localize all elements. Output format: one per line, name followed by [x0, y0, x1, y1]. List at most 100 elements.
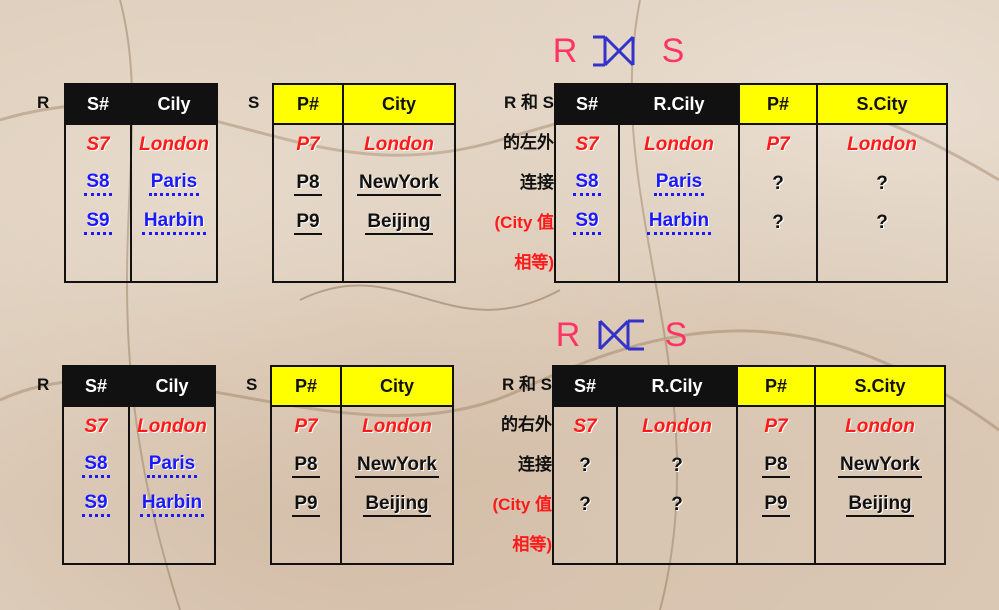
cell: London	[364, 133, 434, 155]
col-header: P#	[736, 365, 816, 407]
title-r: R	[552, 31, 578, 70]
cell: Paris	[620, 164, 738, 203]
cell: Beijing	[816, 485, 944, 524]
cell: London	[847, 133, 917, 155]
join-description: R 和 S 的右外 连接 (City 值 相等)	[458, 365, 553, 565]
col-header: S.City	[816, 83, 948, 125]
cell: P7	[296, 133, 320, 155]
cell: P8	[272, 446, 340, 485]
col-header: City	[340, 365, 454, 407]
cell: S7	[573, 415, 597, 437]
cell: P9	[274, 203, 342, 242]
cell: Harbin	[620, 203, 738, 242]
city-column: London Paris Harbin	[128, 405, 216, 565]
cell: London	[137, 415, 207, 437]
cell: ?	[876, 172, 888, 194]
city-column: London NewYork Beijing	[342, 123, 456, 283]
title-s: S	[664, 315, 688, 354]
col-header: City	[342, 83, 456, 125]
right-join-title: R S	[548, 312, 696, 358]
result-table: S# R.Cily P# S.City S7 S8 S9 London Pari…	[554, 83, 948, 283]
cell: Harbin	[130, 485, 214, 524]
col-header: S#	[552, 365, 618, 407]
cell: ?	[772, 211, 784, 233]
city-column: London Paris Harbin	[130, 123, 218, 283]
cell: Paris	[130, 446, 214, 485]
join-description: R 和 S 的左外 连接 (City 值 相等)	[460, 83, 555, 283]
cell: S8	[66, 164, 130, 203]
cell: ?	[671, 454, 683, 476]
cell: P8	[738, 446, 814, 485]
left-outer-join-icon	[593, 35, 635, 67]
cell: London	[642, 415, 712, 437]
cell: Beijing	[344, 203, 454, 242]
s-column: S7 S8 S9	[62, 405, 130, 565]
cell: S9	[556, 203, 618, 242]
col-header: S#	[62, 365, 130, 407]
cell: P9	[272, 485, 340, 524]
cell: S8	[556, 164, 618, 203]
result-col: London ? ?	[816, 123, 948, 283]
desc-line: 的右外	[501, 415, 552, 434]
cell: S9	[64, 485, 128, 524]
col-header: R.Cily	[618, 83, 740, 125]
desc-line: (City 值	[494, 213, 555, 232]
col-header: R.Cily	[616, 365, 738, 407]
cell: S7	[575, 133, 599, 155]
cell: P7	[764, 415, 788, 437]
cell: ?	[671, 493, 683, 515]
result-col: London ? ?	[616, 405, 738, 565]
col-header: S#	[64, 83, 132, 125]
p-column: P7 P8 P9	[272, 123, 344, 283]
left-join-title: R S	[545, 28, 693, 74]
cell: P7	[294, 415, 318, 437]
cell: London	[139, 133, 209, 155]
cell: P7	[766, 133, 790, 155]
desc-line: 相等)	[512, 535, 552, 554]
relation-s-table: P# City P7 P8 P9 London NewYork Beijing	[270, 365, 454, 565]
col-header: Cily	[128, 365, 216, 407]
desc-line: 相等)	[514, 253, 554, 272]
cell: London	[362, 415, 432, 437]
cell: Beijing	[342, 485, 452, 524]
cell: ?	[579, 454, 591, 476]
desc-line: 连接	[520, 173, 554, 192]
cell: S8	[64, 446, 128, 485]
cell: P8	[274, 164, 342, 203]
cell: S7	[86, 133, 110, 155]
col-header: S#	[554, 83, 620, 125]
result-col: P7 P8 P9	[736, 405, 816, 565]
cell: P9	[738, 485, 814, 524]
relation-r-table: S# Cily S7 S8 S9 London Paris Harbin	[62, 365, 216, 565]
result-col: London Paris Harbin	[618, 123, 740, 283]
cell: S7	[84, 415, 108, 437]
col-header: P#	[270, 365, 342, 407]
result-col: S7 S8 S9	[554, 123, 620, 283]
title-r: R	[555, 315, 581, 354]
desc-line: R 和 S	[503, 93, 554, 112]
relation-s-label: S	[248, 93, 260, 112]
title-s: S	[661, 31, 685, 70]
desc-line: R 和 S	[501, 375, 552, 394]
desc-line: 的左外	[503, 133, 554, 152]
result-col: P7 ? ?	[738, 123, 818, 283]
col-header: S.City	[814, 365, 946, 407]
cell: Paris	[132, 164, 216, 203]
col-header: P#	[272, 83, 344, 125]
result-table: S# R.Cily P# S.City S7 ? ? London ? ? P7…	[552, 365, 946, 565]
desc-line: (City 值	[492, 495, 553, 514]
col-header: Cily	[130, 83, 218, 125]
col-header: P#	[738, 83, 818, 125]
cell: NewYork	[342, 446, 452, 485]
cell: London	[845, 415, 915, 437]
city-column: London NewYork Beijing	[340, 405, 454, 565]
p-column: P7 P8 P9	[270, 405, 342, 565]
result-col: London NewYork Beijing	[814, 405, 946, 565]
cell: Harbin	[132, 203, 216, 242]
result-col: S7 ? ?	[552, 405, 618, 565]
relation-s-label: S	[246, 375, 258, 394]
relation-r-label: R	[37, 375, 50, 394]
relation-r-label: R	[37, 93, 50, 112]
cell: S9	[66, 203, 130, 242]
cell: ?	[876, 211, 888, 233]
